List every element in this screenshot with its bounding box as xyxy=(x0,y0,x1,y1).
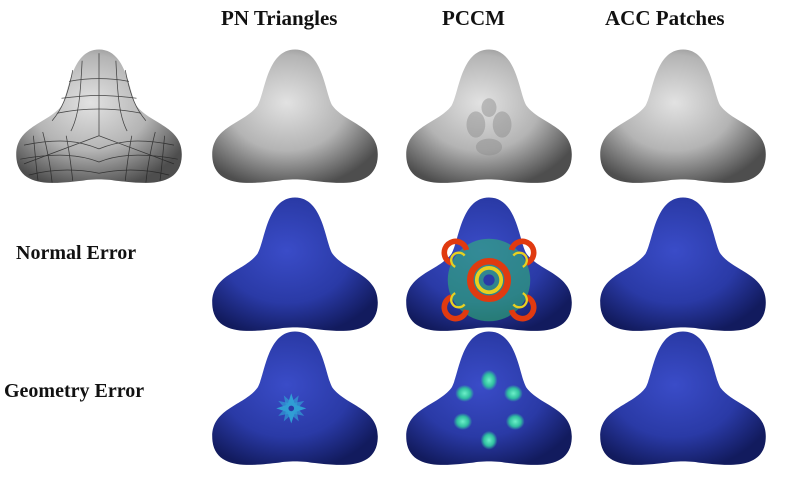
pccm-normal-error xyxy=(406,197,572,331)
pn-triangles-shaded xyxy=(212,49,378,183)
column-title-acc-patches: ACC Patches xyxy=(605,6,725,30)
pn-triangles-normal-error xyxy=(212,197,378,331)
column-title-pccm: PCCM xyxy=(442,6,505,30)
acc-patches-normal-error xyxy=(600,197,766,331)
pn-triangles-geometry-error xyxy=(212,331,378,465)
pccm-geometry-error xyxy=(406,331,572,465)
column-title-pn-triangles: PN Triangles xyxy=(221,6,338,30)
acc-patches-geometry-error xyxy=(600,331,766,465)
input-mesh-wireframe xyxy=(16,49,182,183)
row-title-normal-error: Normal Error xyxy=(16,242,137,264)
row-title-geometry-error: Geometry Error xyxy=(4,380,145,402)
acc-patches-shaded xyxy=(600,49,766,183)
pccm-shaded xyxy=(406,49,572,183)
